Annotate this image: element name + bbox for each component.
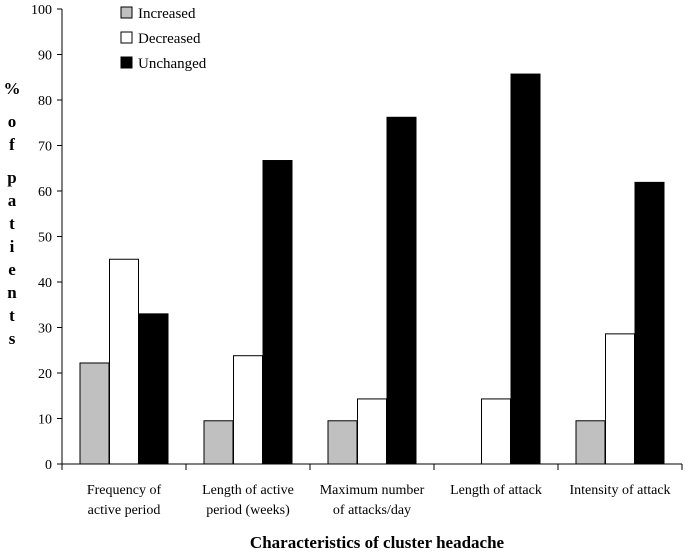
y-tick-label: 20 bbox=[38, 367, 52, 382]
y-tick-label: 40 bbox=[38, 276, 52, 291]
x-category-label: Length of attack bbox=[450, 483, 542, 498]
legend-label-decreased: Decreased bbox=[138, 31, 201, 47]
x-axis-title: Characteristics of cluster headache bbox=[250, 533, 505, 552]
bar-increased-0 bbox=[79, 362, 110, 465]
bar-increased-2 bbox=[327, 420, 358, 465]
y-tick-label: 0 bbox=[45, 458, 52, 473]
legend-label-unchanged: Unchanged bbox=[138, 56, 207, 72]
bar-decreased-4 bbox=[605, 333, 635, 465]
y-axis-title-char: t bbox=[9, 306, 15, 325]
bar-decreased-2 bbox=[357, 398, 387, 465]
y-tick-label: 50 bbox=[38, 231, 52, 246]
bar-unchanged-2 bbox=[386, 116, 417, 465]
x-category-label: of attacks/day bbox=[333, 503, 411, 518]
y-tick-label: 30 bbox=[38, 322, 52, 337]
legend-swatch-decreased bbox=[120, 31, 133, 44]
y-axis-title-char: i bbox=[10, 237, 15, 256]
axes bbox=[61, 9, 683, 470]
y-axis-title-char: n bbox=[7, 283, 17, 302]
legend-label-increased: Increased bbox=[138, 6, 196, 22]
y-axis-title-char: e bbox=[8, 260, 16, 279]
bar-unchanged-1 bbox=[262, 160, 293, 465]
legend-swatch-increased bbox=[120, 6, 133, 19]
bar-decreased-3 bbox=[481, 398, 511, 465]
bars bbox=[79, 73, 665, 465]
y-axis-ticks: 0 10 20 30 40 50 60 70 80 90 100 bbox=[31, 3, 62, 473]
y-axis-title-char: % bbox=[4, 79, 21, 98]
y-axis-title-char: a bbox=[8, 191, 17, 210]
x-category-label: active period bbox=[88, 503, 161, 518]
legend: Increased Decreased Unchanged bbox=[120, 6, 207, 72]
x-category-label: Maximum number bbox=[320, 483, 425, 498]
y-tick-label: 60 bbox=[38, 185, 52, 200]
bar-increased-4 bbox=[575, 420, 606, 465]
y-axis-title-char: t bbox=[9, 214, 15, 233]
y-tick-label: 80 bbox=[38, 94, 52, 109]
y-axis-title-char: f bbox=[9, 135, 15, 154]
bar-increased-1 bbox=[203, 420, 234, 465]
y-axis-title-char: p bbox=[7, 168, 16, 187]
x-category-label: Intensity of attack bbox=[569, 483, 670, 498]
bar-decreased-0 bbox=[109, 258, 139, 465]
y-tick-label: 100 bbox=[31, 3, 52, 18]
y-axis-title-char: s bbox=[9, 329, 16, 348]
y-tick-label: 90 bbox=[38, 49, 52, 64]
bar-unchanged-4 bbox=[634, 181, 665, 465]
y-tick-label: 10 bbox=[38, 413, 52, 428]
x-category-label: period (weeks) bbox=[206, 503, 290, 518]
bar-unchanged-3 bbox=[510, 73, 541, 465]
y-tick-label: 70 bbox=[38, 140, 52, 155]
x-category-label: Length of active bbox=[202, 483, 294, 498]
x-category-label: Frequency of bbox=[87, 483, 162, 498]
x-axis-categories: Frequency of active period Length of activ… bbox=[87, 483, 671, 518]
bar-unchanged-0 bbox=[138, 313, 169, 465]
y-axis-title-char: o bbox=[8, 112, 17, 131]
bar-decreased-1 bbox=[233, 355, 263, 465]
legend-swatch-unchanged bbox=[120, 56, 133, 69]
